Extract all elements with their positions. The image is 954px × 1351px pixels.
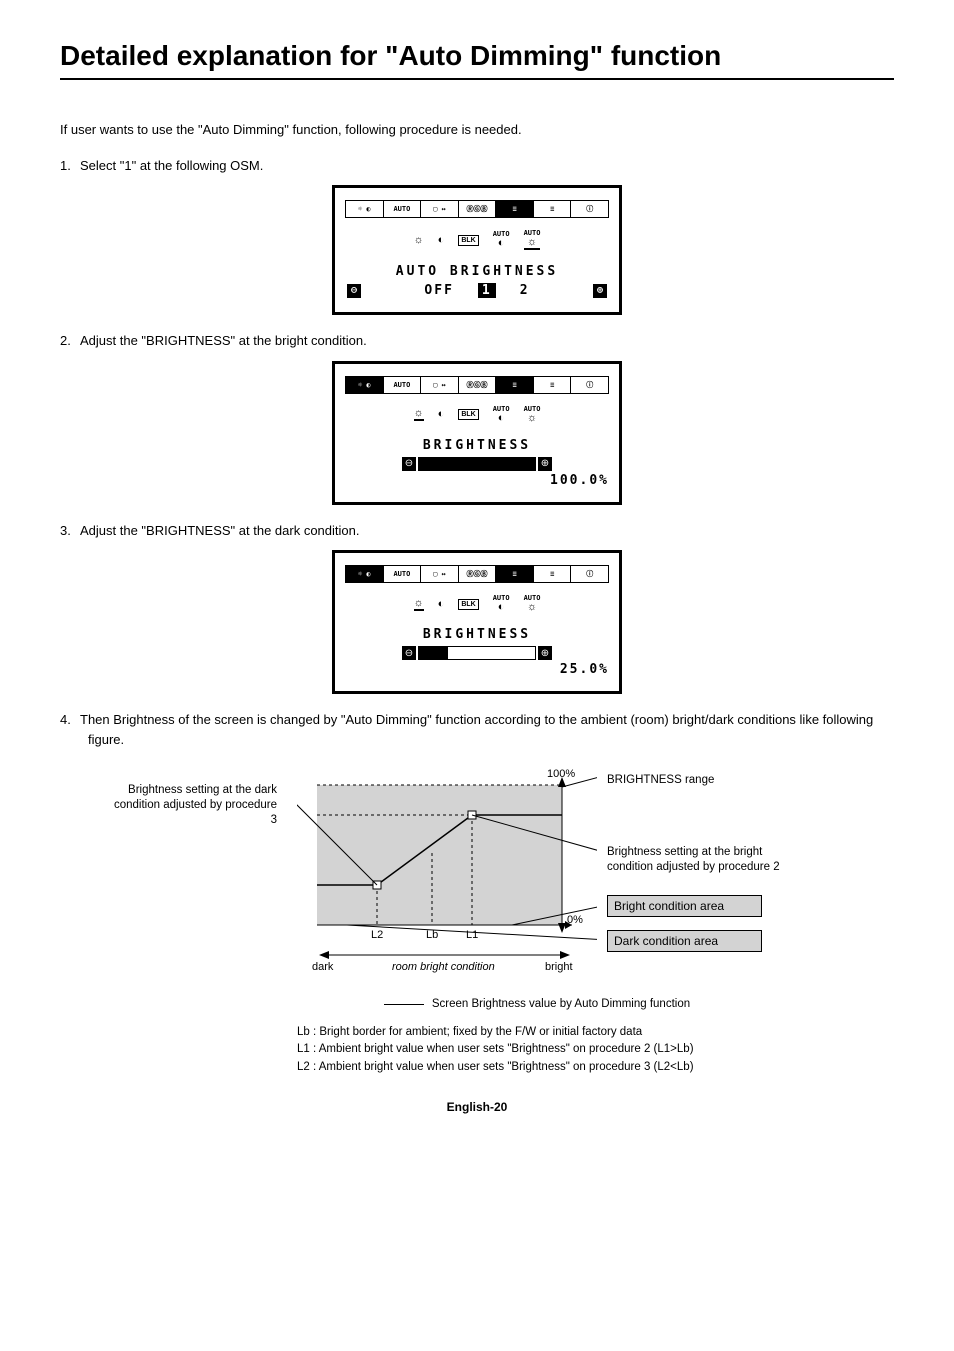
- blk-icon: BLK: [458, 409, 478, 420]
- moon-icon: ◐: [438, 599, 445, 610]
- tab-position: ▢ ↔: [420, 376, 458, 394]
- dark-area-box: Dark condition area: [607, 930, 762, 952]
- note-l2: L2 : Ambient bright value when user sets…: [297, 1059, 847, 1076]
- auto-bright-icon: AUTO☼: [524, 406, 541, 424]
- pct-0: 0%: [567, 914, 583, 926]
- tab-brightness: ☼ ◐: [345, 200, 383, 218]
- page-title: Detailed explanation for "Auto Dimming" …: [60, 40, 894, 80]
- legend-dash-icon: [384, 1004, 424, 1005]
- tab-info: ⓘ: [570, 565, 609, 583]
- pct-100: 100%: [547, 768, 575, 780]
- decrease-button[interactable]: ⊖: [402, 457, 416, 471]
- note-l1: L1 : Ambient bright value when user sets…: [297, 1041, 847, 1058]
- sun-icon: ☼: [414, 598, 424, 611]
- step-3: 3.Adjust the "BRIGHTNESS" at the dark co…: [60, 521, 894, 541]
- tab-info: ⓘ: [570, 376, 609, 394]
- brightness-value: 100.0%: [345, 473, 609, 488]
- osm-tabs: ☼ ◐ AUTO ▢ ↔ ⓇⒼⒷ ≡ ≡ ⓘ: [345, 200, 609, 218]
- tab-tools2: ≡: [533, 565, 571, 583]
- tab-rgb: ⓇⒼⒷ: [458, 376, 496, 394]
- tab-tools2: ≡: [533, 376, 571, 394]
- label-range: BRIGHTNESS range: [607, 773, 714, 788]
- tab-rgb: ⓇⒼⒷ: [458, 200, 496, 218]
- osm-screen-2: ☼ ◐ AUTO ▢ ↔ ⓇⒼⒷ ≡ ≡ ⓘ ☼ ◐ BLK AUTO◐ AUT…: [332, 361, 622, 505]
- tab-position: ▢ ↔: [420, 565, 458, 583]
- moon-icon: ◐: [438, 409, 445, 420]
- sun-icon: ☼: [414, 408, 424, 421]
- intro-text: If user wants to use the "Auto Dimming" …: [60, 120, 894, 140]
- tab-tools1: ≡: [495, 200, 533, 218]
- graph-svg: 100% 0% L2 Lb L1 dark room bright condit…: [297, 765, 597, 975]
- graph-notes: Lb : Bright border for ambient; fixed by…: [297, 1024, 847, 1076]
- sun-icon: ☼: [414, 235, 424, 246]
- brightness-value: 25.0%: [345, 662, 609, 677]
- osm-screen-3: ☼ ◐ AUTO ▢ ↔ ⓇⒼⒷ ≡ ≡ ⓘ ☼ ◐ BLK AUTO◐ AUT…: [332, 550, 622, 694]
- label-dark-setting: Brightness setting at the dark condition…: [107, 783, 277, 828]
- brightness-slider[interactable]: [418, 457, 536, 471]
- label-bright-setting: Brightness setting at the bright conditi…: [607, 845, 787, 875]
- x-bright: bright: [545, 961, 573, 973]
- bright-area-box: Bright condition area: [607, 895, 762, 917]
- osm-title: AUTO BRIGHTNESS: [345, 264, 609, 279]
- x-dark: dark: [312, 961, 334, 973]
- auto-dim-icon: AUTO◐: [493, 231, 510, 249]
- osm-screen-1: ☼ ◐ AUTO ▢ ↔ ⓇⒼⒷ ≡ ≡ ⓘ ☼ ◐ BLK AUTO◐ AUT…: [332, 185, 622, 315]
- left-arrow-button[interactable]: ⊖: [347, 284, 361, 298]
- tab-auto: AUTO: [383, 376, 421, 394]
- increase-button[interactable]: ⊕: [538, 457, 552, 471]
- decrease-button[interactable]: ⊖: [402, 646, 416, 660]
- osm-icon-row: ☼ ◐ BLK AUTO◐ AUTO☼: [345, 230, 609, 250]
- graph-legend: Screen Brightness value by Auto Dimming …: [227, 998, 847, 1010]
- auto-bright-icon: AUTO☼: [524, 230, 541, 250]
- step-2: 2.Adjust the "BRIGHTNESS" at the bright …: [60, 331, 894, 351]
- right-arrow-button[interactable]: ⊕: [593, 284, 607, 298]
- page-footer: English-20: [60, 1100, 894, 1114]
- tab-auto: AUTO: [383, 565, 421, 583]
- x-lb: Lb: [426, 929, 438, 941]
- tab-info: ⓘ: [570, 200, 609, 218]
- x-l1: L1: [466, 929, 478, 941]
- tab-rgb: ⓇⒼⒷ: [458, 565, 496, 583]
- moon-icon: ◐: [438, 235, 445, 246]
- blk-icon: BLK: [458, 599, 478, 610]
- tab-brightness: ☼ ◐: [345, 376, 383, 394]
- tab-auto: AUTO: [383, 200, 421, 218]
- option-off[interactable]: OFF: [424, 283, 453, 298]
- brightness-graph: Brightness setting at the dark condition…: [107, 765, 847, 1076]
- blk-icon: BLK: [458, 235, 478, 246]
- option-2[interactable]: 2: [520, 283, 530, 298]
- slider-fill: [419, 647, 448, 659]
- x-caption: room bright condition: [392, 961, 495, 973]
- osm-option-row: ⊖ OFF 1 2 ⊕: [345, 283, 609, 298]
- tab-position: ▢ ↔: [420, 200, 458, 218]
- auto-bright-icon: AUTO☼: [524, 595, 541, 613]
- tab-tools1: ≡: [495, 376, 533, 394]
- option-1[interactable]: 1: [478, 283, 496, 298]
- auto-dim-icon: AUTO◐: [493, 595, 510, 613]
- auto-dim-icon: AUTO◐: [493, 406, 510, 424]
- osm-title: BRIGHTNESS: [345, 627, 609, 642]
- tab-tools2: ≡: [533, 200, 571, 218]
- step-4: 4.Then Brightness of the screen is chang…: [60, 710, 894, 749]
- tab-brightness: ☼ ◐: [345, 565, 383, 583]
- brightness-slider[interactable]: [418, 646, 536, 660]
- slider-fill: [419, 458, 535, 470]
- x-l2: L2: [371, 929, 383, 941]
- note-lb: Lb : Bright border for ambient; fixed by…: [297, 1024, 847, 1041]
- increase-button[interactable]: ⊕: [538, 646, 552, 660]
- step-1: 1.Select "1" at the following OSM.: [60, 156, 894, 176]
- osm-title: BRIGHTNESS: [345, 438, 609, 453]
- tab-tools1: ≡: [495, 565, 533, 583]
